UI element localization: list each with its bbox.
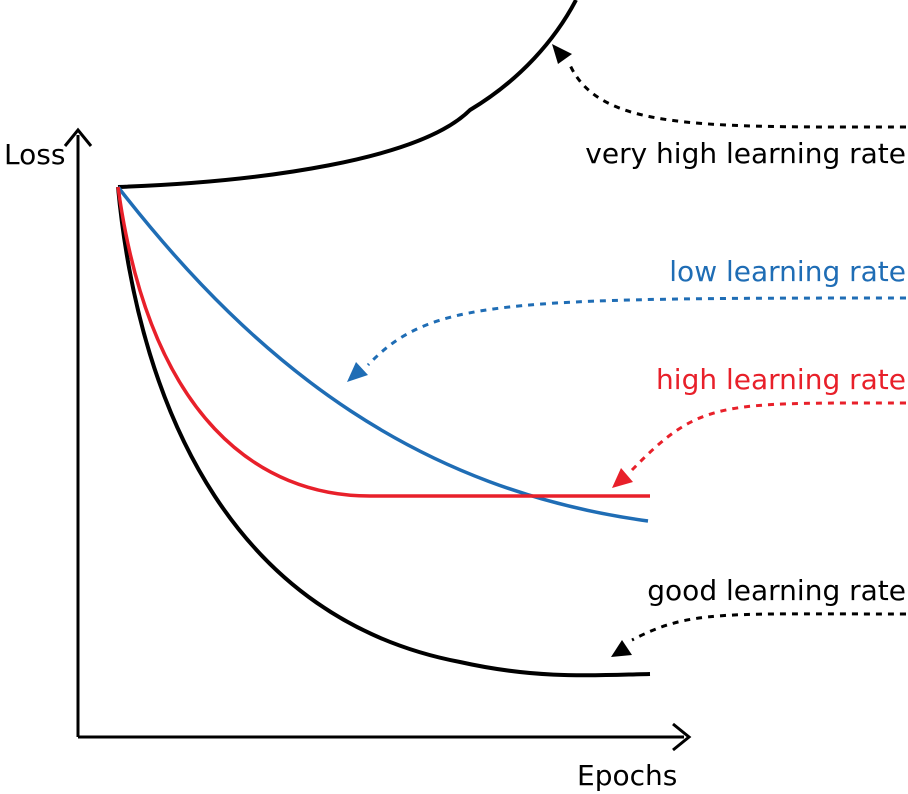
x-axis-arrowhead (672, 722, 692, 752)
very-high-arrowhead (552, 44, 572, 64)
low-arrowhead (347, 362, 368, 382)
high-dashed-arrow (630, 401, 907, 472)
low-learning-rate-label: low learning rate (669, 255, 906, 288)
curves (116, 0, 651, 678)
y-axis-arrowhead (63, 127, 93, 147)
low-learning-rate-curve (116, 185, 649, 523)
curve-labels: very high learning rate low learning rat… (585, 137, 906, 607)
axes: Loss Epochs (4, 127, 692, 792)
good-arrowhead (611, 640, 632, 657)
good-dashed-arrow (631, 612, 907, 642)
very-high-learning-rate-curve (117, 0, 578, 189)
y-axis-label: Loss (4, 138, 65, 171)
x-axis-label: Epochs (577, 759, 677, 792)
good-learning-rate-label: good learning rate (647, 574, 906, 607)
very-high-dashed-arrow (568, 64, 907, 129)
very-high-learning-rate-label: very high learning rate (585, 137, 906, 170)
high-arrowhead (612, 468, 633, 488)
low-dashed-arrow (366, 296, 907, 367)
good-learning-rate-curve (116, 186, 651, 678)
high-learning-rate-label: high learning rate (656, 363, 906, 396)
annotation-arrows (347, 44, 907, 657)
high-learning-rate-curve (116, 186, 650, 498)
